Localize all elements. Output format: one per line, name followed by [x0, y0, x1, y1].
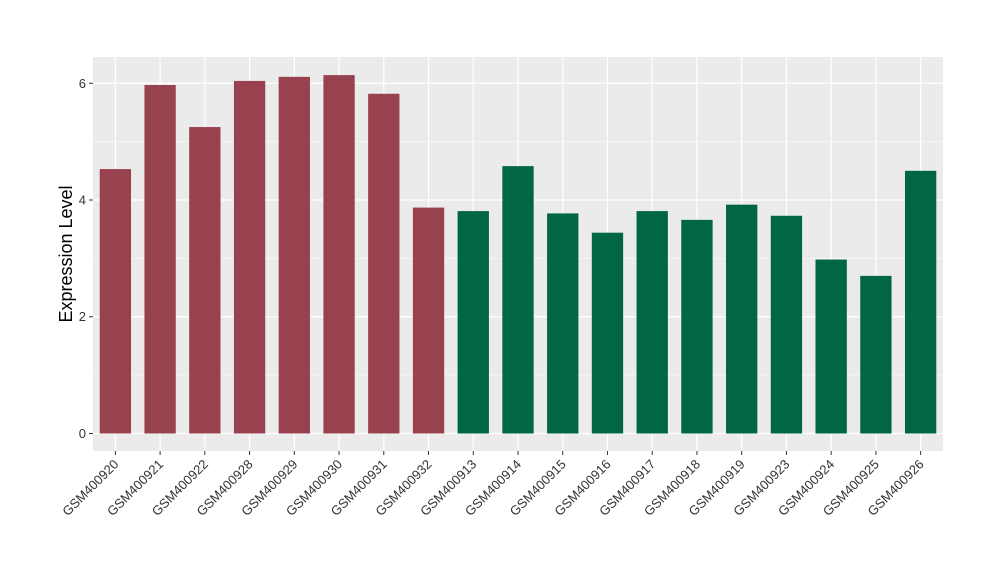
bar-GSM400920 — [99, 169, 132, 434]
bar-GSM400921 — [144, 85, 176, 434]
bar-GSM400917 — [636, 211, 668, 434]
bar-GSM400916 — [591, 232, 624, 434]
bar-GSM400932 — [412, 207, 445, 434]
bar-GSM400919 — [726, 204, 758, 434]
bar-GSM400922 — [189, 127, 221, 434]
y-tick-label: 2 — [79, 309, 86, 324]
bar-GSM400929 — [278, 76, 310, 434]
bar-GSM400925 — [860, 275, 892, 434]
bar-GSM400926 — [904, 170, 937, 434]
y-tick-label: 6 — [79, 76, 86, 91]
bar-GSM400914 — [502, 166, 534, 434]
bar-GSM400913 — [457, 211, 489, 434]
bar-GSM400924 — [815, 259, 847, 434]
bar-GSM400915 — [547, 213, 579, 434]
x-axis: GSM400920GSM400921GSM400922GSM400928GSM4… — [59, 451, 927, 519]
y-tick-label: 0 — [79, 426, 86, 441]
bar-GSM400930 — [323, 75, 355, 434]
bar-GSM400931 — [368, 93, 400, 434]
y-axis-title: Expression Level — [56, 185, 76, 322]
bars — [99, 75, 937, 434]
bar-GSM400918 — [681, 219, 713, 434]
bar-GSM400928 — [233, 80, 266, 434]
y-tick-label: 4 — [79, 193, 86, 208]
y-axis: 0 2 4 6 — [79, 76, 93, 441]
bar-GSM400923 — [770, 215, 803, 434]
